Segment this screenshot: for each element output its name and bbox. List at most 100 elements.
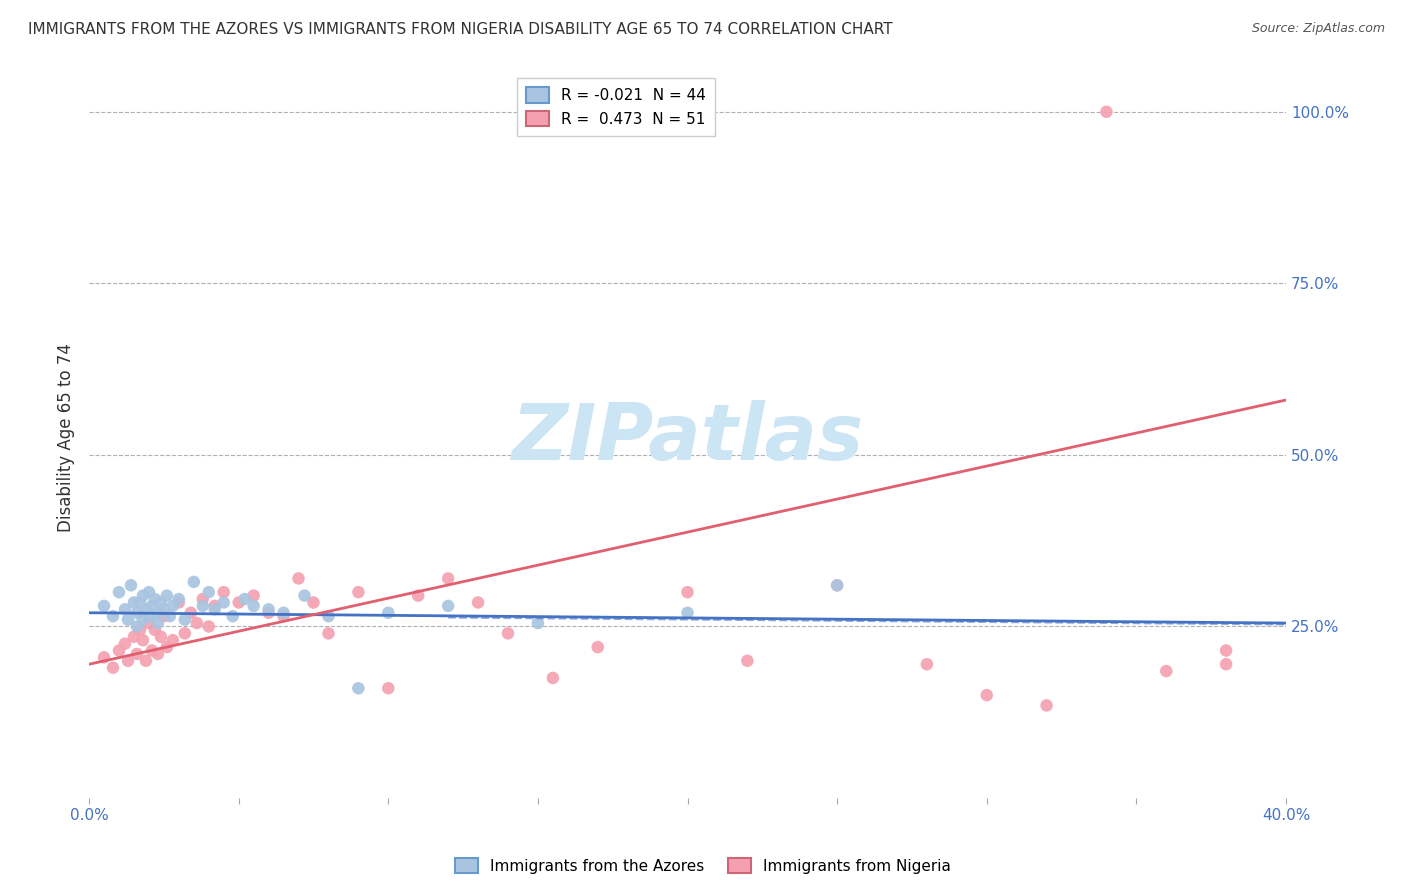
Legend: Immigrants from the Azores, Immigrants from Nigeria: Immigrants from the Azores, Immigrants f…: [450, 852, 956, 880]
Point: [242, 589, 264, 603]
Point: [125, 606, 148, 620]
Point: [138, 585, 160, 599]
Point: [117, 613, 139, 627]
Point: [204, 599, 226, 613]
Point: [191, 599, 214, 613]
Point: [191, 592, 214, 607]
Point: [204, 602, 226, 616]
Point: [141, 643, 163, 657]
Point: [1154, 664, 1177, 678]
Point: [347, 585, 370, 599]
Point: [135, 602, 157, 616]
Point: [101, 609, 124, 624]
Point: [101, 661, 124, 675]
Point: [132, 613, 155, 627]
Point: [437, 599, 460, 613]
Point: [117, 654, 139, 668]
Point: [183, 574, 205, 589]
Point: [141, 599, 163, 613]
Point: [132, 633, 155, 648]
Point: [915, 657, 938, 672]
Point: [138, 609, 160, 624]
Point: [153, 602, 176, 616]
Point: [132, 589, 155, 603]
Point: [676, 606, 699, 620]
Point: [162, 599, 184, 613]
Point: [377, 681, 399, 696]
Point: [273, 606, 295, 620]
Point: [1215, 657, 1237, 672]
Point: [347, 681, 370, 696]
Point: [233, 592, 256, 607]
Point: [467, 595, 489, 609]
Point: [257, 602, 280, 616]
Point: [156, 640, 179, 654]
Point: [162, 633, 184, 648]
Point: [212, 595, 235, 609]
Point: [287, 571, 309, 585]
Point: [146, 606, 169, 620]
Point: [737, 654, 759, 668]
Point: [1035, 698, 1057, 713]
Text: ZIPatlas: ZIPatlas: [512, 400, 863, 475]
Point: [146, 615, 169, 630]
Point: [138, 615, 160, 630]
Point: [318, 609, 340, 624]
Point: [143, 592, 166, 607]
Point: [108, 643, 131, 657]
Point: [294, 589, 316, 603]
Point: [496, 626, 519, 640]
Point: [122, 630, 145, 644]
Point: [541, 671, 564, 685]
Point: [146, 647, 169, 661]
Point: [318, 626, 340, 640]
Point: [273, 609, 295, 624]
Point: [377, 606, 399, 620]
Point: [135, 654, 157, 668]
Text: Source: ZipAtlas.com: Source: ZipAtlas.com: [1251, 22, 1385, 36]
Point: [93, 650, 115, 665]
Point: [197, 619, 219, 633]
Point: [180, 606, 202, 620]
Point: [114, 602, 136, 616]
Point: [129, 595, 152, 609]
Point: [257, 606, 280, 620]
Text: IMMIGRANTS FROM THE AZORES VS IMMIGRANTS FROM NIGERIA DISABILITY AGE 65 TO 74 CO: IMMIGRANTS FROM THE AZORES VS IMMIGRANTS…: [28, 22, 893, 37]
Point: [197, 585, 219, 599]
Point: [1215, 643, 1237, 657]
Point: [437, 571, 460, 585]
Point: [108, 585, 131, 599]
Point: [302, 595, 325, 609]
Point: [825, 578, 848, 592]
Legend: R = -0.021  N = 44, R =  0.473  N = 51: R = -0.021 N = 44, R = 0.473 N = 51: [516, 78, 714, 136]
Point: [586, 640, 609, 654]
Point: [976, 688, 998, 702]
Point: [93, 599, 115, 613]
Point: [153, 609, 176, 624]
Point: [527, 615, 550, 630]
Point: [159, 609, 181, 624]
Point: [242, 599, 264, 613]
Point: [167, 595, 190, 609]
Point: [129, 623, 152, 637]
Point: [143, 623, 166, 637]
Point: [149, 630, 172, 644]
Point: [125, 647, 148, 661]
Point: [114, 637, 136, 651]
Point: [125, 619, 148, 633]
Point: [228, 595, 250, 609]
Point: [173, 626, 195, 640]
Point: [406, 589, 429, 603]
Point: [186, 615, 208, 630]
Point: [676, 585, 699, 599]
Point: [212, 585, 235, 599]
Point: [825, 578, 848, 592]
Point: [173, 613, 195, 627]
Point: [167, 592, 190, 607]
Point: [120, 578, 142, 592]
Point: [222, 609, 245, 624]
Point: [149, 595, 172, 609]
Point: [1095, 104, 1118, 119]
Point: [122, 595, 145, 609]
Point: [156, 589, 179, 603]
